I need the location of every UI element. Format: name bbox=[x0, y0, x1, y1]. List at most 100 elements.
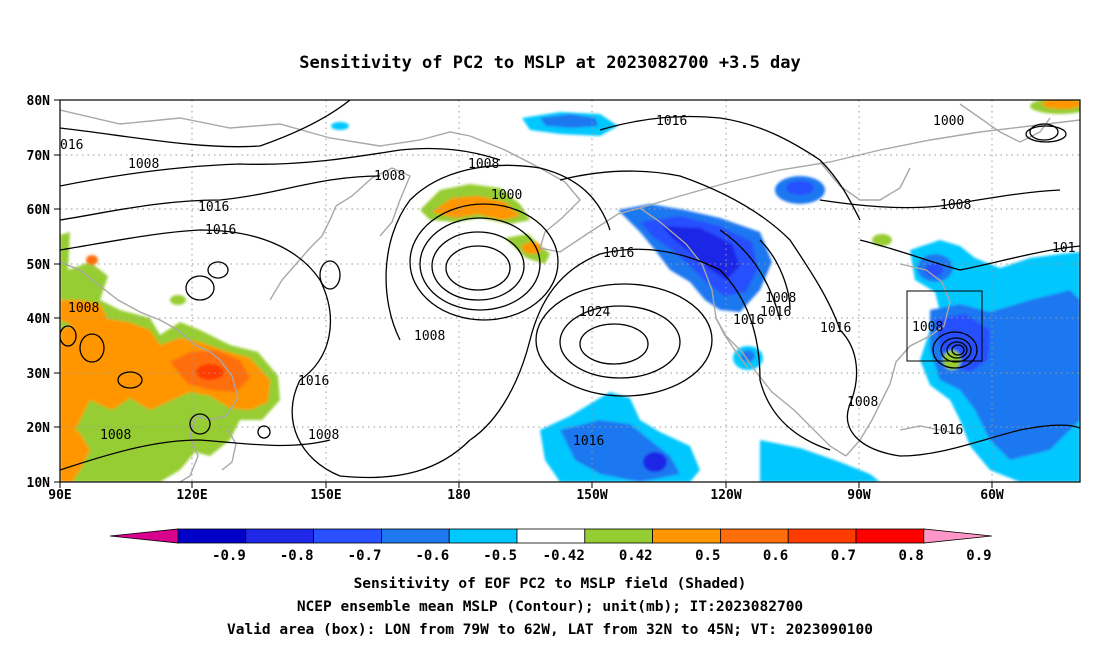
contour-label: 1008 bbox=[847, 395, 878, 410]
colorbar-extend-high bbox=[923, 528, 992, 544]
lon-tick-label: 150W bbox=[576, 488, 607, 503]
colorbar-swatch bbox=[652, 528, 721, 544]
contour-line bbox=[559, 170, 841, 331]
contour-line bbox=[60, 147, 501, 187]
lon-tick-label: 120W bbox=[710, 488, 741, 503]
contour-label: 1016 bbox=[603, 246, 634, 261]
colorbar-tick-label: 0.6 bbox=[763, 548, 788, 564]
contour-label: 1016 bbox=[573, 434, 604, 449]
contour-label: 1008 bbox=[468, 157, 499, 172]
colorbar-tick-label: 0.7 bbox=[831, 548, 856, 564]
colorbar-tick-label: 0.9 bbox=[966, 548, 991, 564]
coastline-east-america bbox=[845, 263, 951, 457]
axis-ticks bbox=[54, 99, 993, 488]
contour-hurricane bbox=[946, 341, 968, 359]
contour-line bbox=[60, 175, 381, 221]
sensitivity-shading bbox=[60, 100, 1080, 482]
contour-line bbox=[60, 100, 351, 148]
contour-high-pacific bbox=[559, 305, 681, 379]
lat-tick-label: 80N bbox=[27, 94, 51, 109]
contour-small-low bbox=[189, 413, 211, 435]
colorbar: -0.9 -0.8 -0.7 -0.6 -0.5 -0.42 0.42 0.5 0.6 0.7 0.… bbox=[109, 528, 992, 564]
contour-small-low bbox=[79, 333, 105, 363]
coastline-greenland bbox=[959, 103, 1051, 143]
negative-spot-small bbox=[331, 122, 349, 130]
caption-line-3: Valid area (box): LON from 79W to 62W, L… bbox=[227, 622, 873, 638]
map-frame bbox=[59, 99, 1081, 483]
lon-tick-label: 60W bbox=[980, 488, 1004, 503]
contour-label: 1000 bbox=[933, 114, 964, 129]
contour-hurricane bbox=[932, 331, 978, 369]
contour-low-atlantic bbox=[1025, 125, 1067, 143]
lat-tick-label: 60N bbox=[27, 203, 51, 218]
contour-line bbox=[60, 439, 331, 471]
negative-spot-east-pacific bbox=[643, 452, 667, 472]
contour-label: 1008 bbox=[100, 428, 131, 443]
colorbar-swatch bbox=[245, 528, 315, 544]
coastline-philippines bbox=[221, 429, 237, 471]
positive-region-south bbox=[60, 430, 90, 482]
colorbar-swatch bbox=[380, 528, 450, 544]
contour-line bbox=[839, 329, 1080, 457]
contour-label: 1008 bbox=[414, 329, 445, 344]
contour-high-pacific bbox=[579, 323, 649, 365]
map-title: Sensitivity of PC2 to MSLP at 2023082700… bbox=[299, 53, 801, 73]
contour-label: 1008 bbox=[912, 320, 943, 335]
contour-label: 1008 bbox=[308, 428, 339, 443]
colorbar-swatch bbox=[584, 528, 653, 544]
lon-tick-label: 90W bbox=[847, 488, 871, 503]
contour-small-low bbox=[185, 275, 215, 301]
contour-small-low bbox=[257, 425, 271, 439]
coastline-baja bbox=[715, 317, 749, 369]
contour-label: 1016 bbox=[656, 114, 687, 129]
lon-tick-label: 180 bbox=[447, 488, 471, 503]
coastline-alaska bbox=[469, 135, 641, 253]
lat-tick-label: 70N bbox=[27, 149, 51, 164]
negative-region-caribbean bbox=[760, 440, 880, 482]
colorbar-swatch bbox=[177, 528, 247, 544]
coastline-japan bbox=[269, 205, 337, 301]
lat-tick-label: 30N bbox=[27, 367, 51, 382]
coastline-west-america bbox=[639, 207, 847, 457]
lon-tick-label: 120E bbox=[176, 488, 207, 503]
coastline-hudson bbox=[819, 161, 911, 201]
coastline-siberia bbox=[60, 109, 471, 147]
caption-line-1: Sensitivity of EOF PC2 to MSLP field (Sh… bbox=[354, 576, 747, 592]
longitude-labels: 90E 120E 150E 180 150W 120W 90W 60W bbox=[48, 488, 1004, 503]
contour-small-low bbox=[117, 371, 143, 389]
contour-high-pacific bbox=[535, 283, 713, 397]
contour-label: 1016 bbox=[820, 321, 851, 336]
colorbar-tick-label: 0.42 bbox=[619, 548, 653, 564]
colorbar-tick-label: -0.7 bbox=[348, 548, 382, 564]
latitude-labels: 80N 70N 60N 50N 40N 30N 20N 10N bbox=[27, 94, 51, 491]
lon-tick-label: 150E bbox=[310, 488, 341, 503]
lat-tick-label: 40N bbox=[27, 312, 51, 327]
contour-small-low bbox=[60, 325, 77, 347]
contour-label: 1000 bbox=[491, 188, 522, 203]
colorbar-tick-label: -0.9 bbox=[212, 548, 246, 564]
contour-label: 016 bbox=[60, 138, 83, 153]
colorbar-tick-label: -0.8 bbox=[280, 548, 314, 564]
contour-low-aleutian bbox=[445, 245, 511, 291]
contour-small-low bbox=[207, 261, 229, 279]
contour-label: 1016 bbox=[298, 374, 329, 389]
contour-label: 1024 bbox=[579, 305, 610, 320]
caption-line-2: NCEP ensemble mean MSLP (Contour); unit(… bbox=[297, 599, 803, 615]
valid-area-box bbox=[906, 290, 983, 362]
positive-spot-sea bbox=[86, 255, 98, 265]
coastline-asia bbox=[60, 261, 239, 482]
contour-label: 1008 bbox=[374, 169, 405, 184]
colorbar-tick-label: 0.8 bbox=[899, 548, 924, 564]
contour-label: 1008 bbox=[940, 198, 971, 213]
contour-hurricane bbox=[940, 337, 972, 363]
contour-hurricane bbox=[951, 344, 965, 356]
map-panel: 016 1008 1008 1016 1016 1008 1016 1000 1… bbox=[60, 100, 1080, 482]
colorbar-tick-label: -0.42 bbox=[543, 548, 585, 564]
coastlines bbox=[60, 103, 1080, 482]
contour-line bbox=[60, 229, 332, 381]
lon-tick-label: 90E bbox=[48, 488, 71, 503]
colorbar-swatch bbox=[720, 528, 789, 544]
contour-label: 1008 bbox=[765, 291, 796, 306]
contour-label: 1016 bbox=[932, 423, 963, 438]
colorbar-swatch bbox=[787, 528, 857, 544]
